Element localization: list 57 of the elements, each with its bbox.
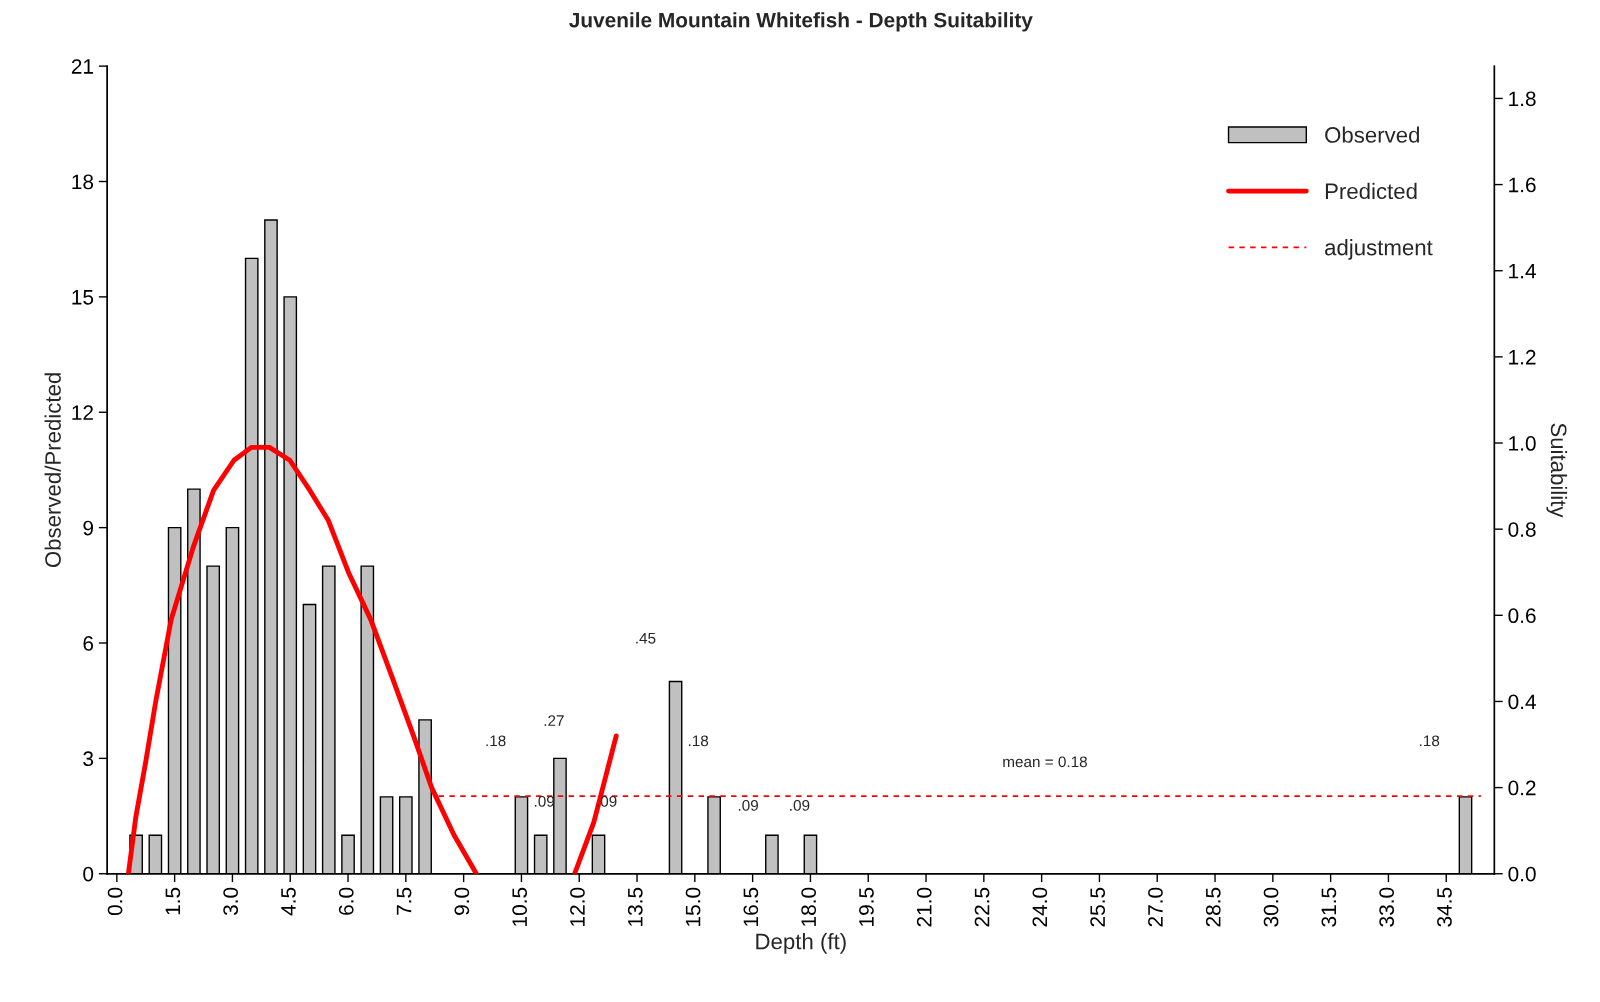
x-tick-label: 4.5: [281, 887, 296, 916]
x-tick-label: 25.5: [1090, 887, 1106, 927]
x-tick-label: 22.5: [974, 887, 990, 927]
annotation: .09: [790, 799, 810, 811]
y-tick-label: 9: [83, 520, 94, 536]
y2-tick-label: 0.4: [1508, 694, 1536, 710]
chart-title: Juvenile Mountain Whitefish - Depth Suitability: [569, 12, 1033, 32]
x-tick-label: 3.0: [223, 887, 239, 916]
x-tick-label: 6.0: [338, 887, 354, 915]
y2-tick-label: 1.6: [1509, 177, 1536, 193]
annotation: .09: [738, 799, 758, 811]
y-axis-title: Observed/Predicted: [44, 373, 61, 568]
x-tick-label: 33.0: [1379, 887, 1395, 927]
legend-label: Observed: [1325, 126, 1419, 143]
x-tick-label: 12.0: [570, 887, 585, 926]
x-tick-label: 15.0: [685, 887, 701, 926]
y-tick-label: 21: [71, 59, 93, 74]
legend-label: adjustment: [1325, 239, 1433, 260]
x-tick-label: 27.0: [1148, 887, 1163, 927]
x-tick-label: 13.5: [627, 887, 643, 926]
x-tick-label: 7.5: [396, 887, 412, 915]
annotation: .18: [1419, 735, 1440, 747]
x-axis-title: Depth (ft): [756, 933, 846, 954]
annotation: .18: [486, 735, 506, 747]
y2-axis-title: Suitability: [1546, 423, 1568, 518]
x-tick-label: 0.0: [107, 887, 123, 916]
x-tick-label: 24.0: [1032, 887, 1048, 927]
annotation: .18: [688, 735, 709, 747]
x-tick-label: 21.0: [916, 887, 932, 927]
y2-tick-label: 1.8: [1509, 91, 1536, 107]
y2-tick-label: 1.4: [1509, 263, 1536, 279]
legend-label: Predicted: [1325, 182, 1417, 200]
x-tick-label: 9.0: [454, 887, 470, 915]
annotation: .27: [544, 715, 564, 726]
annotation: .45: [636, 632, 656, 644]
y2-tick-label: 0.2: [1508, 780, 1536, 796]
y2-tick-label: 0.6: [1508, 608, 1536, 624]
y-tick-label: 18: [72, 174, 94, 190]
y2-tick-label: 1.2: [1509, 349, 1536, 365]
y-tick-label: 3: [83, 751, 94, 767]
y-tick-label: 0: [83, 866, 94, 882]
y-tick-label: 15: [72, 290, 94, 305]
x-tick-label: 10.5: [512, 887, 528, 926]
y2-tick-label: 1.0: [1509, 436, 1536, 451]
x-tick-label: 19.5: [859, 887, 874, 926]
y-tick-label: 6: [83, 636, 94, 651]
x-tick-label: 31.5: [1321, 887, 1337, 927]
x-tick-label: 28.5: [1205, 887, 1221, 927]
x-tick-label: 1.5: [165, 887, 181, 915]
x-tick-label: 34.5: [1437, 887, 1452, 927]
y2-tick-label: 0.8: [1508, 522, 1536, 537]
y-tick-label: 12: [72, 405, 93, 420]
annotation: mean = 0.18: [1003, 756, 1087, 768]
x-tick-label: 16.5: [743, 887, 759, 926]
y2-tick-label: 0.0: [1508, 866, 1536, 882]
x-tick-label: 18.0: [801, 887, 817, 926]
x-tick-label: 30.0: [1263, 887, 1279, 927]
